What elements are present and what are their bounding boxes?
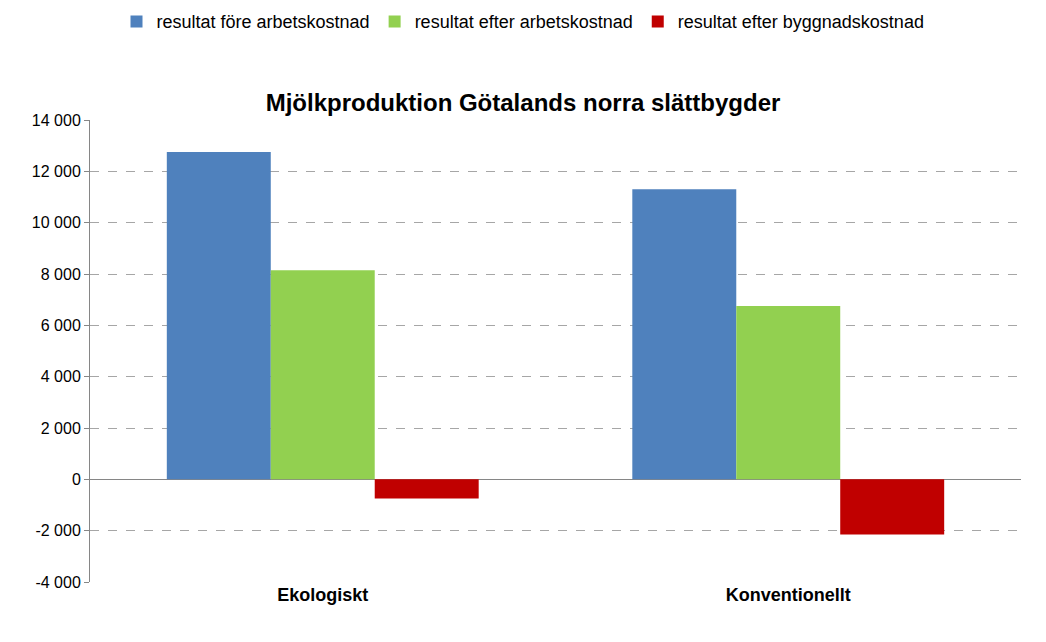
svg-text:14 000: 14 000: [32, 112, 81, 129]
svg-text:4 000: 4 000: [41, 368, 81, 385]
svg-text:Mjölkproduktion Götalands norr: Mjölkproduktion Götalands norra slättbyg…: [266, 89, 781, 116]
svg-text:8 000: 8 000: [41, 266, 81, 283]
svg-text:Ekologiskt: Ekologiskt: [277, 585, 368, 605]
svg-text:resultat efter arbetskostnad: resultat efter arbetskostnad: [415, 12, 633, 32]
svg-text:resultat efter byggnadskostnad: resultat efter byggnadskostnad: [678, 12, 924, 32]
svg-text:10 000: 10 000: [32, 214, 81, 231]
svg-text:12 000: 12 000: [32, 163, 81, 180]
svg-text:0: 0: [72, 471, 81, 488]
svg-text:-4 000: -4 000: [35, 574, 80, 591]
svg-text:resultat före arbetskostnad: resultat före arbetskostnad: [157, 12, 370, 32]
svg-text:6 000: 6 000: [41, 317, 81, 334]
svg-text:-2 000: -2 000: [35, 522, 80, 539]
svg-text:Konventionellt: Konventionellt: [726, 585, 851, 605]
svg-text:2 000: 2 000: [41, 420, 81, 437]
